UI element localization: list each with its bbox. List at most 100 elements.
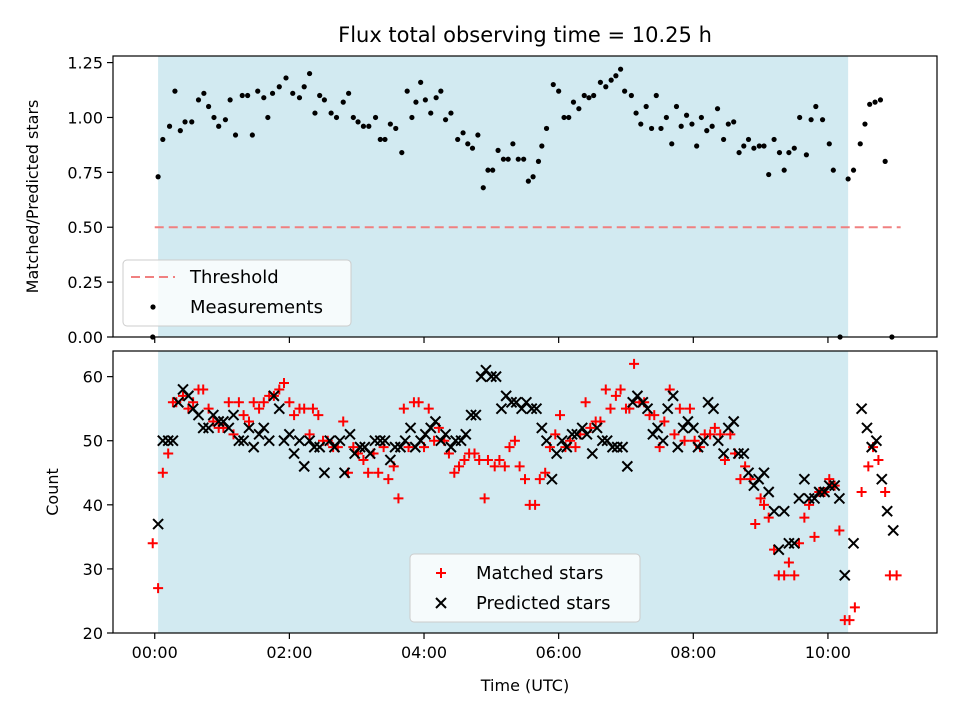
matched-star-point	[880, 487, 891, 497]
measurement-point	[413, 99, 419, 105]
measurement-point	[570, 99, 577, 105]
measurement-point	[709, 123, 715, 129]
legend-matched-label: Matched stars	[476, 563, 603, 584]
measurement-point	[393, 125, 399, 132]
measurement-point	[515, 156, 521, 162]
measurement-point	[882, 158, 888, 164]
predicted-star-point	[404, 422, 417, 434]
predicted-star-point	[172, 396, 185, 408]
measurement-point	[663, 114, 669, 121]
matched-star-point	[373, 467, 384, 478]
measurement-point	[535, 158, 542, 164]
measurement-point	[433, 95, 439, 101]
top-legend-box	[122, 259, 352, 327]
measurement-point	[399, 149, 405, 156]
predicted-star-point	[394, 441, 407, 453]
predicted-star-point	[677, 422, 689, 434]
measurement-point	[205, 103, 212, 110]
measurement-point	[455, 136, 461, 143]
predicted-star-point	[515, 402, 528, 415]
matched-star-point	[873, 454, 884, 465]
measurement-point	[872, 99, 878, 105]
predicted-star-point	[354, 441, 366, 453]
bottom-y-tick-label: 50	[83, 432, 103, 451]
predicted-star-point	[833, 492, 846, 505]
predicted-star-point	[414, 435, 427, 447]
measurement-point	[633, 110, 639, 116]
predicted-star-point	[687, 422, 700, 434]
matched-star-point	[489, 461, 500, 472]
measurement-point	[448, 110, 454, 116]
predicted-star-point	[344, 428, 356, 441]
bottom-y-tick-label: 20	[83, 624, 103, 643]
measurement-point	[465, 141, 471, 147]
matched-star-point	[755, 493, 766, 504]
matched-star-point	[674, 403, 685, 414]
predicted-star-point	[881, 505, 893, 517]
matched-star-point	[809, 531, 820, 542]
matched-star-point	[804, 499, 815, 510]
predicted-star-point	[561, 441, 573, 453]
predicted-star-point	[662, 402, 674, 415]
measurement-point	[731, 119, 737, 125]
predicted-star-point	[712, 435, 724, 447]
measurement-point	[845, 176, 851, 182]
matched-star-point	[248, 397, 259, 408]
matched-star-point	[758, 499, 769, 510]
matched-star-point	[208, 416, 219, 427]
measurement-point	[428, 110, 434, 116]
measurement-point	[689, 121, 695, 127]
legend-matched-swatch	[436, 568, 446, 578]
measurement-point	[340, 99, 346, 105]
measurement-point	[539, 143, 545, 149]
measurement-point	[276, 84, 282, 90]
measurement-point	[720, 136, 727, 143]
predicted-star-point	[576, 422, 588, 434]
measurement-point	[704, 128, 710, 134]
top-y-axis-label: Matched/Predicted stars	[23, 100, 42, 294]
legend-measurements-swatch	[150, 304, 156, 310]
bottom-legend: Matched stars Predicted stars	[409, 553, 641, 623]
matched-star-point	[258, 397, 269, 408]
measurement-point	[182, 119, 188, 125]
measurement-point	[586, 95, 592, 101]
matched-star-point	[393, 493, 404, 504]
matched-star-point	[358, 454, 369, 465]
measurement-point	[857, 141, 863, 147]
predicted-star-point	[384, 454, 397, 466]
measurement-point	[255, 88, 261, 94]
measurement-point	[283, 75, 289, 81]
measurement-point	[160, 136, 166, 143]
predicted-star-point	[152, 518, 164, 530]
predicted-star-point	[742, 467, 755, 479]
predicted-star-point	[748, 479, 760, 492]
measurement-point	[643, 103, 649, 110]
matched-star-point	[254, 403, 265, 414]
measurement-point	[683, 112, 690, 118]
predicted-star-point	[192, 409, 205, 421]
measurement-point	[597, 79, 603, 85]
matched-star-point	[679, 435, 690, 446]
predicted-star-point	[887, 524, 899, 537]
predicted-star-point	[641, 402, 654, 415]
measurement-point	[495, 147, 501, 153]
measurement-point	[346, 90, 352, 96]
matched-star-point	[348, 442, 359, 453]
measurement-point	[653, 92, 659, 99]
measurement-point	[862, 121, 868, 127]
predicted-star-point	[621, 460, 634, 473]
measurement-point	[556, 88, 562, 94]
matched-star-point	[203, 403, 214, 414]
legend-predicted-swatch	[435, 597, 447, 609]
measurement-point	[521, 156, 527, 162]
measurement-point	[195, 97, 202, 103]
measurement-point	[617, 66, 624, 72]
bottom-axes-frame	[112, 350, 938, 634]
predicted-star-point	[227, 409, 240, 421]
matched-star-point	[555, 410, 566, 421]
measurement-point	[438, 88, 444, 94]
x-axis-label: Time (UTC)	[480, 676, 569, 695]
matched-star-point	[570, 442, 581, 453]
predicted-star-point	[586, 447, 599, 460]
bottom-panel: 20 30 40 50 60 00:00 02:00 04:00 06:00 08:00 10:00…	[43, 350, 938, 695]
